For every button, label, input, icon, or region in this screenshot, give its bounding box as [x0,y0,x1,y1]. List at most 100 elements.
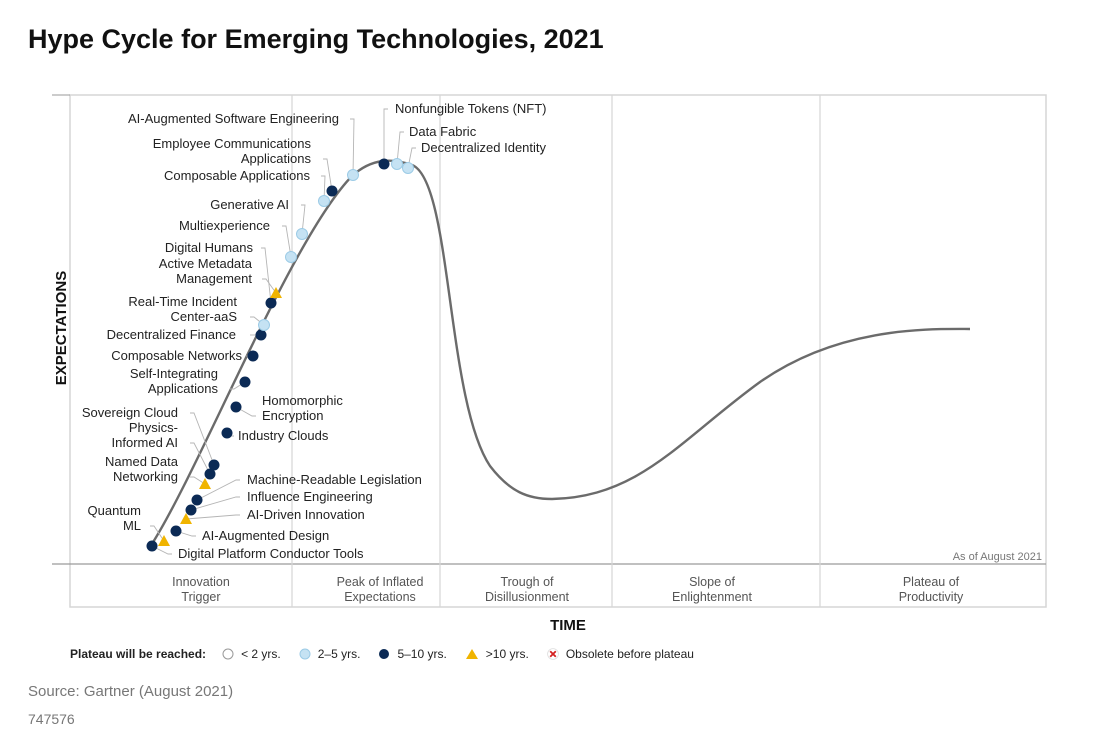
leader-line [190,476,206,485]
marker-digital-humans [265,297,277,309]
leader-line [190,412,215,466]
legend-item-2to5: 2–5 yrs. [299,647,360,661]
leader-line [190,442,211,475]
label-composable-networks: Composable Networks [111,348,242,363]
marker-self-integrating-applications [239,376,251,388]
marker-ai-augmented-design [170,525,182,537]
leader-line [262,278,277,294]
label-digital-humans: Digital Humans [165,240,254,255]
legend-label: Obsolete before plateau [565,647,694,661]
label-active-metadata-management: Active Metadata Management [159,256,253,286]
label-homomorphic-encryption: Homomorphic Encryption [262,393,343,423]
technology-labels: Digital Platform Conductor Tools Quantum M… [82,101,547,561]
leader-line [301,204,306,235]
legend-label: < 2 yrs. [241,647,281,661]
marker-data-fabric [391,158,403,170]
label-composable-applications: Composable Applications [164,168,310,183]
marker-composable-applications [318,195,330,207]
marker-influence-engineering [185,504,197,516]
date-note: As of August 2021 [953,551,1042,563]
label-machine-readable-legislation: Machine-Readable Legislation [247,472,422,487]
marker-physics-informed-ai [204,468,216,480]
leader-line [407,147,416,169]
circle-dark-blue-icon [379,649,390,659]
marker-ai-augmented-software-engineering [347,169,359,181]
marker-quantum-ml [158,535,170,546]
triangle-yellow-icon [465,649,478,659]
label-nonfungible-tokens-nft: Nonfungible Tokens (NFT) [395,101,547,116]
leader-line [321,175,326,202]
leader-line [383,108,388,164]
label-ai-augmented-software-engineering: AI-Augmented Software Engineering [128,111,339,126]
source-note: Source: Gartner (August 2021) [28,683,234,700]
leader-line [350,118,355,176]
hype-cycle-chart: Innovation Trigger Peak of Inflated Expecta… [52,94,1047,634]
legend-item-gt10: >10 yrs. [465,647,529,661]
marker-generative-ai [296,228,308,240]
marker-decentralized-identity [402,162,414,174]
label-named-data-networking: Named Data Networking [105,454,179,484]
label-quantum-ml: Quantum ML [88,503,141,533]
leader-line [185,514,240,520]
marker-active-metadata-management [270,287,282,298]
label-influence-engineering: Influence Engineering [247,489,373,504]
label-digital-platform-conductor-tools: Digital Platform Conductor Tools [178,546,364,561]
leader-line [150,525,165,542]
marker-nonfungible-tokens-nft [378,158,390,170]
leader-line [396,131,404,165]
label-employee-communications-applications: Employee Communications Applications [153,136,312,166]
legend-title: Plateau will be reached: [70,647,207,661]
legend-item-lt2: < 2 yrs. [222,647,281,661]
marker-ai-driven-innovation [180,513,192,524]
legend-item-5to10: 5–10 yrs. [378,647,447,661]
phase-labels: Innovation Trigger Peak of Inflated Expecta… [172,575,964,604]
legend: Plateau will be reached: < 2 yrs. 2–5 yr… [70,645,712,663]
marker-employee-communications-applications [326,185,338,197]
marker-digital-platform-conductor-tools [146,540,158,552]
document-id: 747576 [28,711,75,727]
phase-label-trough: Trough of Disillusionment [485,575,570,604]
marker-multiexperience [285,251,297,263]
circle-white-icon [222,648,234,660]
label-ai-augmented-design: AI-Augmented Design [202,528,329,543]
label-decentralized-finance: Decentralized Finance [107,327,236,342]
marker-machine-readable-legislation [191,494,203,506]
marker-composable-networks [247,350,259,362]
legend-label: >10 yrs. [485,647,529,661]
plot-border [69,94,1047,608]
label-real-time-incident-center-aas: Real-Time Incident Center-aaS [128,294,237,324]
label-leaders [150,108,416,555]
leader-line [235,406,256,417]
x-axis-title: TIME [550,617,586,634]
marker-industry-clouds [221,427,233,439]
phase-label-plateau: Plateau of Productivity [899,575,964,604]
leader-line [190,496,240,511]
leader-line [196,479,240,501]
phase-label-peak: Peak of Inflated Expectations [337,575,424,604]
legend-label: 5–10 yrs. [397,647,447,661]
y-axis-title: EXPECTATIONS [53,271,70,385]
label-physics-informed-ai: Physics-Informed AI [112,420,178,450]
marker-named-data-networking [199,478,211,489]
leader-line [261,247,272,304]
phase-label-innovation-trigger: Innovation Trigger [172,575,230,604]
label-multiexperience: Multiexperience [179,218,270,233]
leader-line [151,545,172,555]
marker-decentralized-finance [255,329,267,341]
leader-line [282,225,292,258]
leader-line [175,530,196,537]
label-generative-ai: Generative AI [210,197,289,212]
label-data-fabric: Data Fabric [409,124,477,139]
label-sovereign-cloud: Sovereign Cloud [82,405,178,420]
circle-light-blue-icon [299,648,311,660]
marker-real-time-incident-center-aas [258,319,270,331]
hype-curve [148,159,971,548]
phase-label-slope: Slope of Enlightenment [672,575,752,604]
marker-homomorphic-encryption [230,401,242,413]
label-industry-clouds: Industry Clouds [238,428,329,443]
marker-sovereign-cloud [208,459,220,471]
red-x-icon [547,648,559,660]
technology-markers [146,158,414,552]
page-title: Hype Cycle for Emerging Technologies, 20… [28,24,604,54]
label-decentralized-identity: Decentralized Identity [421,140,547,155]
